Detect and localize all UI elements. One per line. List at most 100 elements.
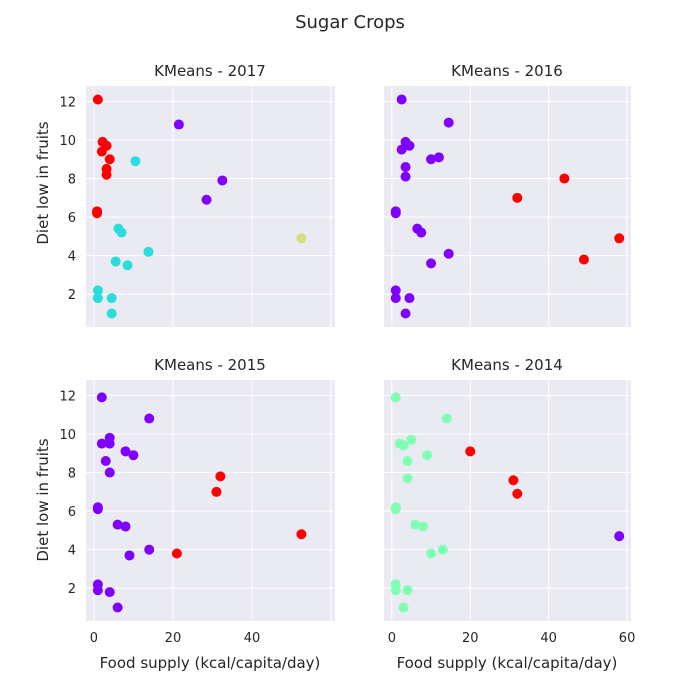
- scatter-point: [578, 254, 589, 265]
- plot-area: [384, 86, 631, 327]
- scatter-point: [96, 438, 107, 449]
- scatter-point: [404, 293, 415, 304]
- panel-title-2015: KMeans - 2015: [154, 356, 266, 374]
- y-tick-label: 2: [68, 582, 76, 597]
- scatter-point: [512, 488, 523, 499]
- y-tick-label: 12: [59, 389, 76, 404]
- scatter-point: [443, 248, 454, 259]
- x-axis-label-right: Food supply (kcal/capita/day): [397, 654, 618, 672]
- scatter-point: [100, 455, 111, 466]
- scatter-point: [390, 293, 401, 304]
- scatter-point: [92, 285, 103, 296]
- panel-title-2016: KMeans - 2016: [451, 62, 563, 80]
- scatter-point: [400, 171, 411, 182]
- scatter-point: [110, 256, 121, 267]
- scatter-point: [426, 154, 437, 165]
- plot-area: [86, 86, 335, 327]
- y-tick-label: 12: [59, 95, 76, 110]
- x-tick-label: 40: [244, 631, 261, 646]
- scatter-point: [104, 587, 115, 598]
- scatter-point: [92, 585, 103, 596]
- scatter-point: [116, 227, 127, 238]
- plot-area: [384, 380, 631, 621]
- x-tick-label: 40: [540, 631, 557, 646]
- scatter-point: [296, 529, 307, 540]
- scatter-point: [296, 233, 307, 244]
- scatter-point: [124, 550, 135, 561]
- scatter-point: [92, 504, 103, 515]
- x-tick-label: 20: [462, 631, 479, 646]
- y-tick-label: 6: [68, 211, 76, 226]
- scatter-point: [144, 413, 155, 424]
- scatter-point: [106, 308, 117, 319]
- scatter-point: [217, 175, 228, 186]
- x-tick-label: 0: [90, 631, 98, 646]
- scatter-point: [402, 455, 413, 466]
- scatter-point: [508, 475, 519, 486]
- scatter-point: [173, 119, 184, 130]
- x-tick-label: 60: [619, 631, 636, 646]
- scatter-point: [614, 531, 625, 542]
- scatter-point: [112, 602, 123, 613]
- scatter-point: [130, 156, 141, 167]
- scatter-point: [390, 392, 401, 403]
- y-tick-label: 4: [68, 250, 76, 265]
- x-axis-label-left: Food supply (kcal/capita/day): [100, 654, 321, 672]
- scatter-point: [396, 144, 407, 155]
- y-tick-label: 8: [68, 173, 76, 188]
- scatter-point: [106, 293, 117, 304]
- scatter-point: [104, 154, 115, 165]
- scatter-point: [92, 94, 103, 105]
- panel-kmeans-2017: KMeans - 2017 2 4 6 8 10 12: [59, 62, 335, 327]
- y-axis-label-bottom: Diet low in fruits: [34, 438, 52, 561]
- scatter-point: [92, 293, 103, 304]
- scatter-point: [120, 446, 131, 457]
- panel-title-2017: KMeans - 2017: [154, 62, 266, 80]
- scatter-point: [396, 94, 407, 105]
- scatter-point: [512, 192, 523, 203]
- scatter-point: [410, 519, 421, 530]
- y-tick-label: 8: [68, 467, 76, 482]
- x-tick-label: 0: [388, 631, 396, 646]
- scatter-point: [465, 446, 476, 457]
- panel-title-2014: KMeans - 2014: [451, 356, 563, 374]
- scatter-point: [96, 392, 107, 403]
- scatter-point: [433, 152, 444, 163]
- panel-kmeans-2016: KMeans - 2016: [384, 62, 631, 327]
- scatter-point: [104, 467, 115, 478]
- scatter-point: [390, 208, 401, 219]
- scatter-point: [559, 173, 570, 184]
- scatter-point: [400, 161, 411, 172]
- scatter-point: [426, 258, 437, 269]
- scatter-point: [422, 450, 433, 461]
- scatter-point: [144, 544, 155, 555]
- scatter-point: [390, 504, 401, 515]
- scatter-point: [402, 585, 413, 596]
- x-tick-label: 20: [165, 631, 182, 646]
- y-axis-label-top: Diet low in fruits: [34, 121, 52, 244]
- scatter-point: [215, 471, 226, 482]
- scatter-point: [406, 434, 417, 445]
- y-tick-label: 10: [59, 134, 76, 149]
- scatter-point: [418, 521, 429, 532]
- y-tick-label: 6: [68, 505, 76, 520]
- scatter-point: [443, 117, 454, 128]
- scatter-point: [112, 519, 123, 530]
- scatter-point: [614, 233, 625, 244]
- scatter-point: [441, 413, 452, 424]
- plot-area: [86, 380, 335, 621]
- scatter-point: [426, 548, 437, 559]
- scatter-point: [390, 585, 401, 596]
- scatter-point: [120, 521, 131, 532]
- scatter-point: [402, 473, 413, 484]
- y-tick-label: 10: [59, 428, 76, 443]
- panel-kmeans-2014: KMeans - 2014 0 20 40 60: [384, 356, 635, 646]
- scatter-point: [128, 450, 139, 461]
- scatter-point: [390, 285, 401, 296]
- scatter-point: [96, 146, 107, 157]
- y-tick-label: 2: [68, 288, 76, 303]
- scatter-point: [400, 308, 411, 319]
- scatter-point: [171, 548, 182, 559]
- scatter-point: [92, 208, 103, 219]
